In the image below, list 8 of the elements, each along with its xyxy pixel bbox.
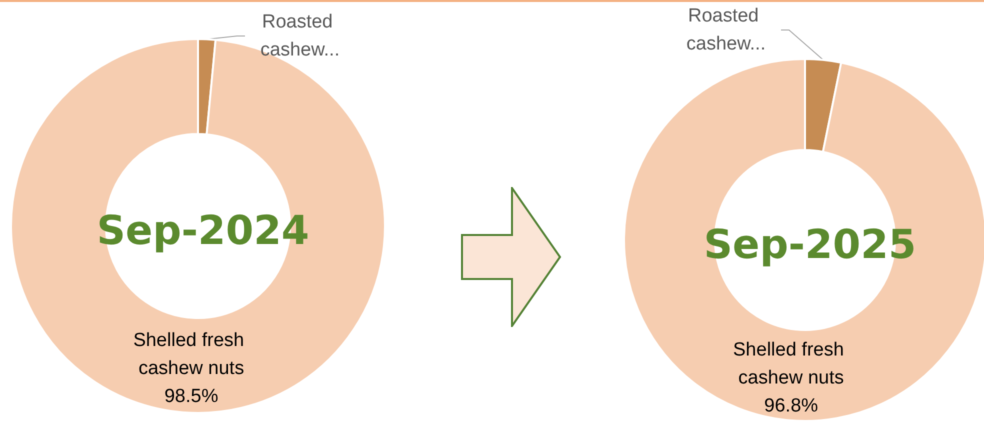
slice-label: Shelled fresh cashew nuts [133, 330, 250, 379]
text: Sep-2025 [704, 222, 916, 268]
text: Sep-2024 [96, 208, 310, 254]
slice-label: Roasted cashew... [260, 12, 340, 60]
slice-label: Roasted cashew... [686, 6, 766, 54]
data-label: 96.8% [764, 395, 818, 416]
slice-label: Shelled fresh cashew nuts [733, 339, 850, 388]
data-label: 98.5% [164, 386, 218, 407]
